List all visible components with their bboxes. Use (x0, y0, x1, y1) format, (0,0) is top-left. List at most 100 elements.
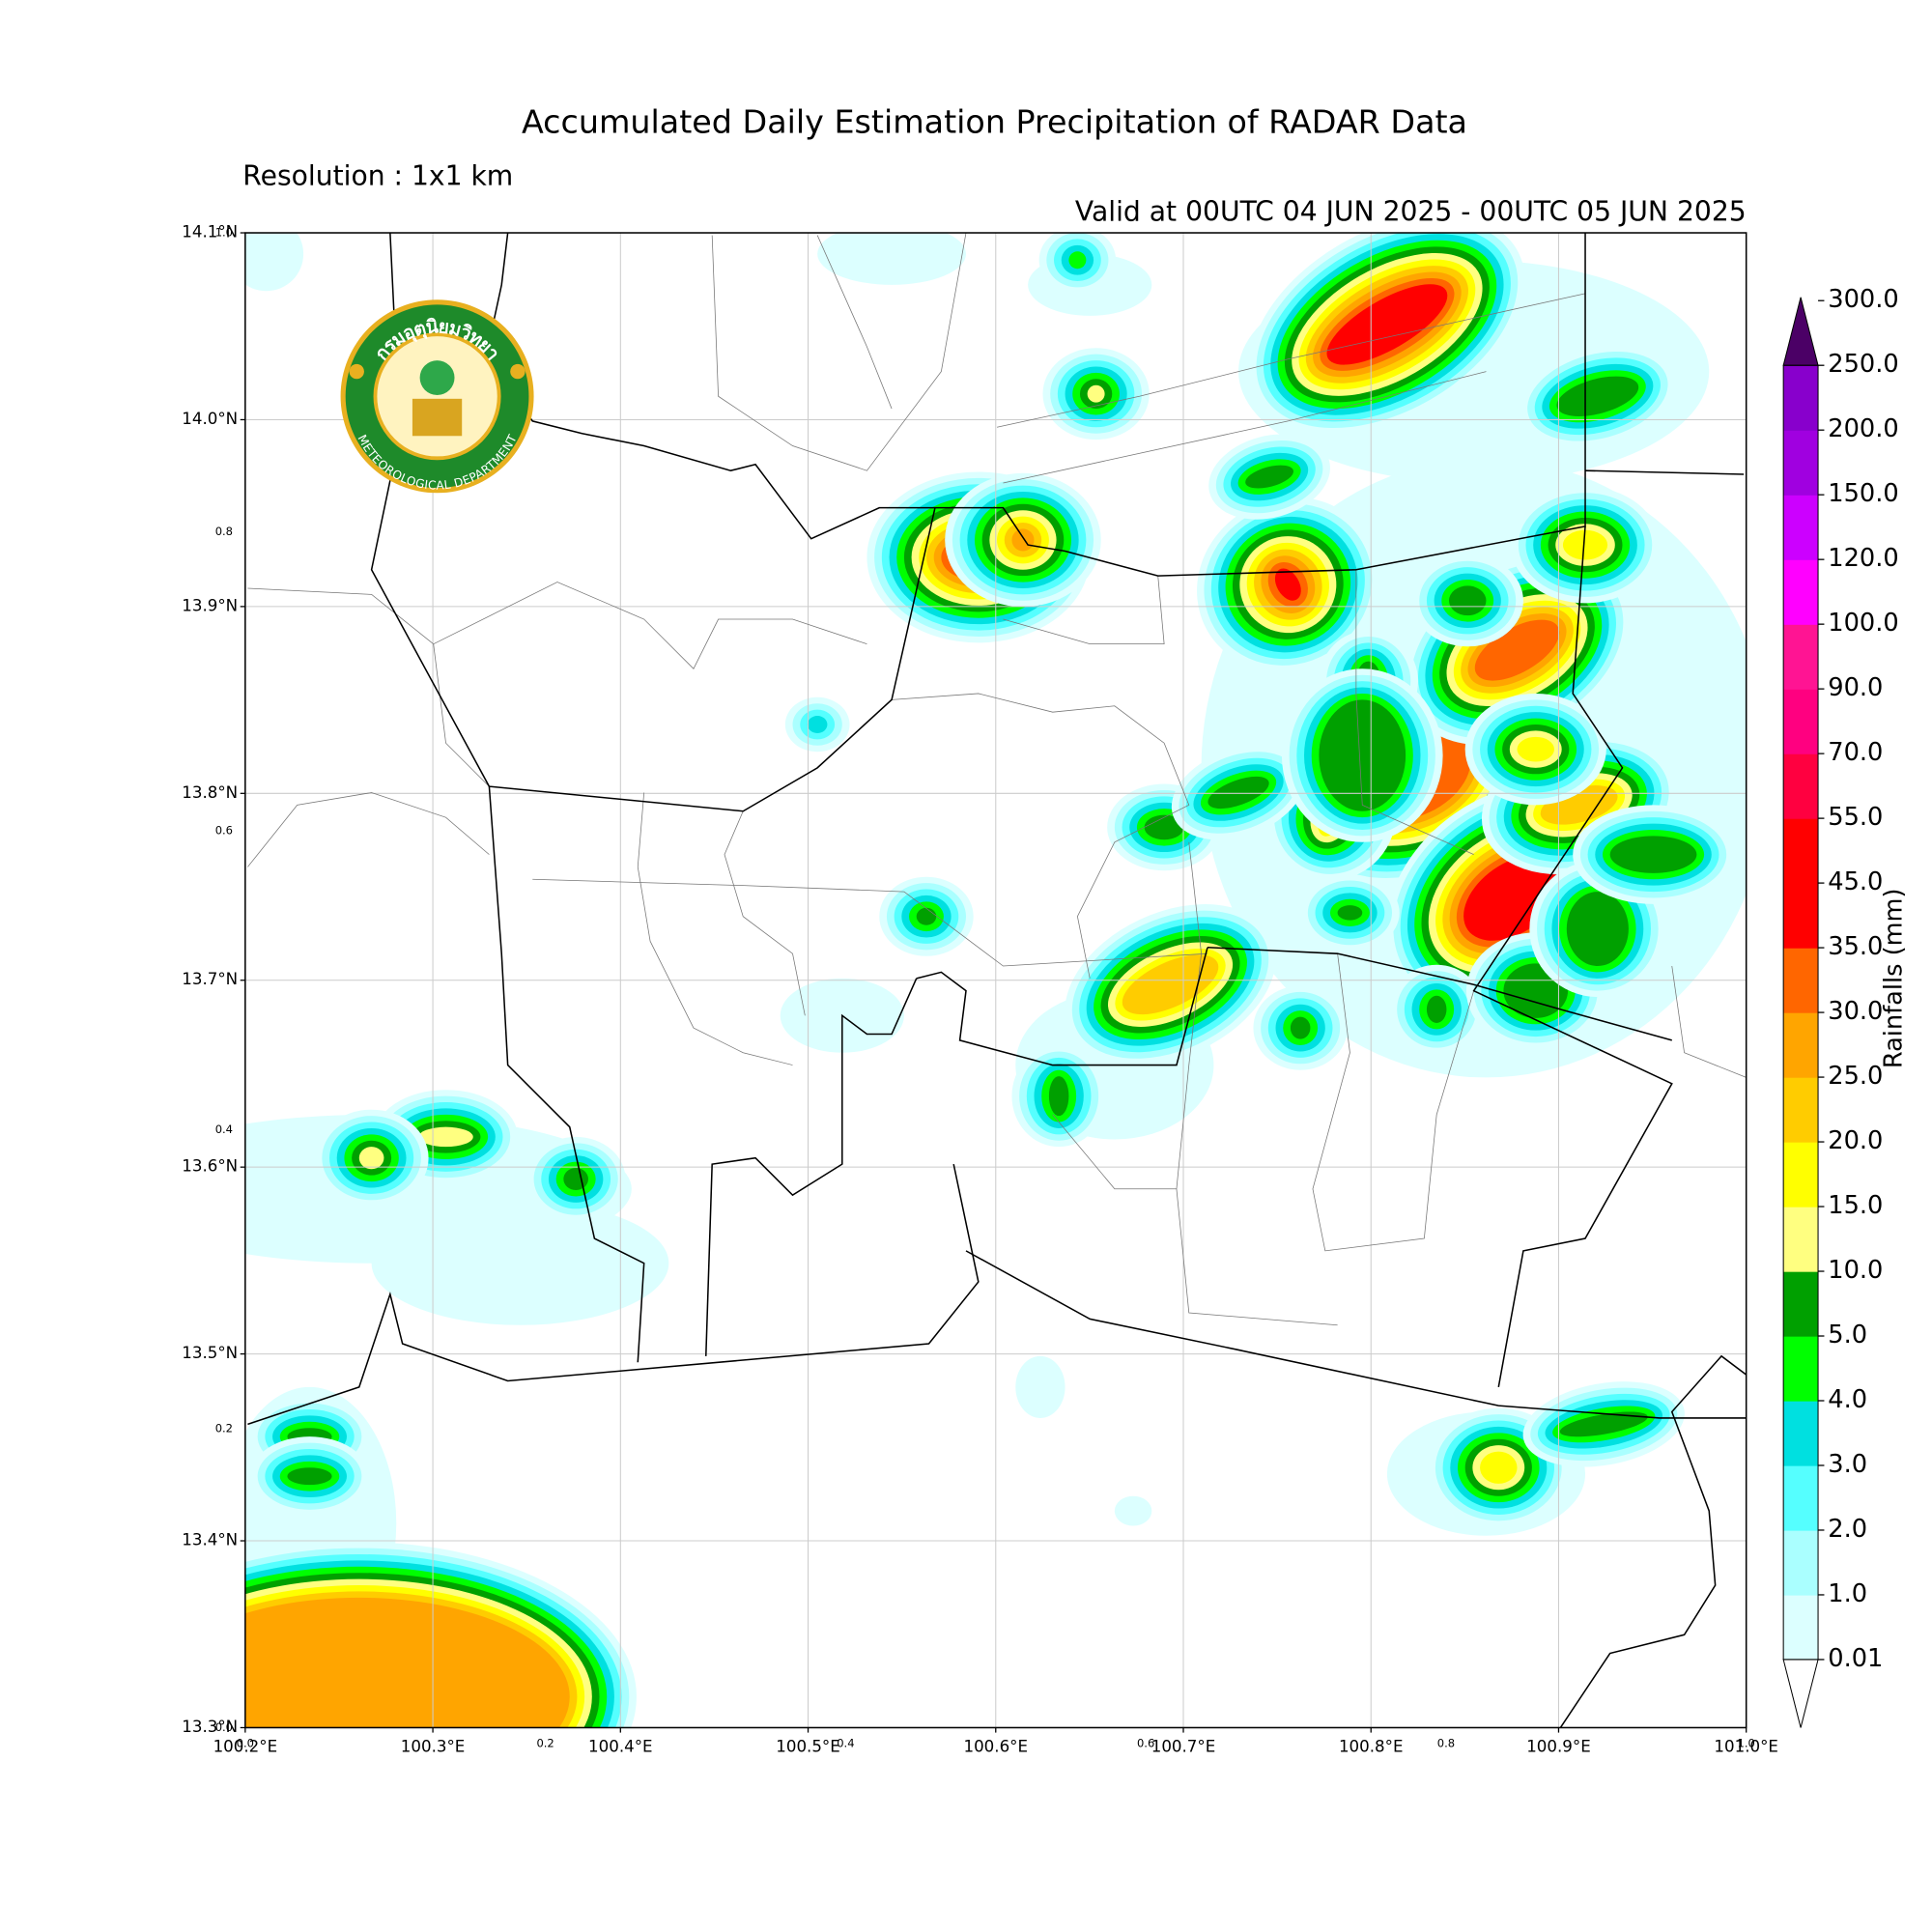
district-line (892, 693, 1190, 979)
lon-tick-label: 100.6°E (963, 1737, 1028, 1755)
rain-contour (244, 233, 304, 292)
logo-ornament (510, 363, 526, 380)
rain-cell (371, 1201, 669, 1325)
rain-contour (1144, 814, 1184, 840)
frame-tick-label: 1.0 (215, 226, 233, 240)
frame-tick-label: 0.6 (215, 823, 233, 837)
colorbar-segment (1783, 689, 1819, 754)
colorbar-segment (1783, 624, 1819, 690)
colorbar-segment (1783, 1142, 1819, 1208)
district-line (247, 587, 490, 787)
colorbar-label: 10.0 (1828, 1256, 1883, 1285)
border-line (488, 786, 645, 1363)
rain-contour (1449, 585, 1487, 616)
colorbar-label: 2.0 (1828, 1515, 1867, 1544)
logo-center (373, 332, 501, 461)
rain-cell (1389, 964, 1484, 1055)
colorbar-segment (1783, 818, 1819, 884)
rain-contour (1426, 995, 1447, 1023)
colorbar-label: 70.0 (1828, 738, 1883, 767)
rain-contour (1114, 1495, 1152, 1526)
rain-cell (784, 696, 850, 753)
rain-cell (314, 1109, 429, 1207)
district-line (1355, 569, 1474, 855)
rain-layer (244, 233, 1747, 1728)
rain-cell (1042, 348, 1150, 440)
rain-cell (1197, 497, 1379, 672)
rain-cell (1038, 233, 1117, 294)
rain-cell (1573, 805, 1734, 904)
axes: 13.3°N 13.4°N 13.5°N 13.6°N 13.7°N 13.8°N 13.9… (182, 223, 1778, 1756)
rain-contour (1068, 251, 1087, 270)
district-line (433, 582, 867, 669)
colorbar-label: 150.0 (1828, 479, 1898, 508)
lat-tick-label: 13.8°N (182, 783, 238, 802)
colorbar-segment (1783, 1529, 1819, 1596)
colorbar-label: 3.0 (1828, 1450, 1867, 1479)
rain-cell (945, 472, 1101, 608)
colorbar-segment (1783, 1336, 1819, 1402)
colorbar-title: Rainfalls (mm) (1880, 888, 1909, 1068)
border-line (247, 1163, 980, 1426)
rain-contour (1015, 1355, 1065, 1418)
district-line (724, 810, 806, 1016)
lat-tick-label: 13.6°N (182, 1157, 238, 1176)
rain-contour (563, 1167, 588, 1191)
resolution: Resolution : 1x1 km (242, 159, 513, 191)
rain-cell (1065, 904, 1276, 1065)
rain-contour (1559, 1411, 1648, 1437)
district-line (1003, 576, 1165, 645)
colorbar-segment (1783, 1012, 1819, 1078)
rain-contour (371, 1201, 669, 1325)
rain-contour (418, 1126, 473, 1148)
rain-cell (1208, 434, 1330, 520)
rain-contour (1087, 384, 1105, 403)
rain-cell (1171, 745, 1306, 840)
lat-tick-label: 14.0°N (182, 410, 238, 428)
frame-tick-label: 1.0 (1738, 1737, 1755, 1750)
colorbar-label: 5.0 (1828, 1321, 1867, 1350)
rain-cell (1011, 1045, 1106, 1148)
colorbar-segment (1783, 948, 1819, 1013)
rain-contour (1245, 465, 1294, 489)
district-line (247, 792, 490, 867)
colorbar-label: 4.0 (1828, 1385, 1867, 1414)
border-line (1472, 526, 1673, 1388)
rain-contour (1566, 892, 1629, 966)
frame-tick-label: 0.0 (237, 1737, 254, 1750)
rain-contour (1122, 954, 1219, 1015)
rain-cell (1511, 486, 1660, 604)
colorbar-label: 100.0 (1828, 609, 1898, 638)
colorbar-label: 15.0 (1828, 1191, 1883, 1220)
rain-cell (1253, 985, 1348, 1070)
rain-contour (1474, 619, 1560, 681)
rain-contour (287, 1467, 332, 1486)
rain-cell (526, 1136, 626, 1222)
rain-contour (916, 907, 937, 925)
district-line (1003, 371, 1487, 484)
frame-tick-label: 0.4 (215, 1122, 233, 1136)
logo-figure (412, 398, 463, 437)
lat-tick-label: 13.4°N (182, 1531, 238, 1549)
district-lines (247, 233, 1747, 1326)
border-line (916, 947, 1208, 1066)
colorbar-under (1782, 1659, 1819, 1728)
colorbar-segment (1783, 495, 1819, 560)
rain-cell (1015, 1355, 1065, 1418)
colorbar-label: 120.0 (1828, 544, 1898, 573)
colorbar-label: 35.0 (1828, 932, 1883, 961)
colorbar-label: 200.0 (1828, 414, 1898, 443)
colorbar-label: 90.0 (1828, 673, 1883, 702)
district-line (1176, 841, 1338, 1326)
rain-cell (1300, 874, 1400, 952)
colorbar-label: 1.0 (1828, 1579, 1867, 1608)
rain-cell (244, 233, 304, 292)
border-line (1585, 469, 1745, 475)
district-line (637, 792, 793, 1065)
rain-contour (1326, 284, 1448, 365)
map-area (244, 233, 1747, 1728)
colorbar-segment (1783, 1077, 1819, 1143)
district-line (1671, 965, 1747, 1078)
